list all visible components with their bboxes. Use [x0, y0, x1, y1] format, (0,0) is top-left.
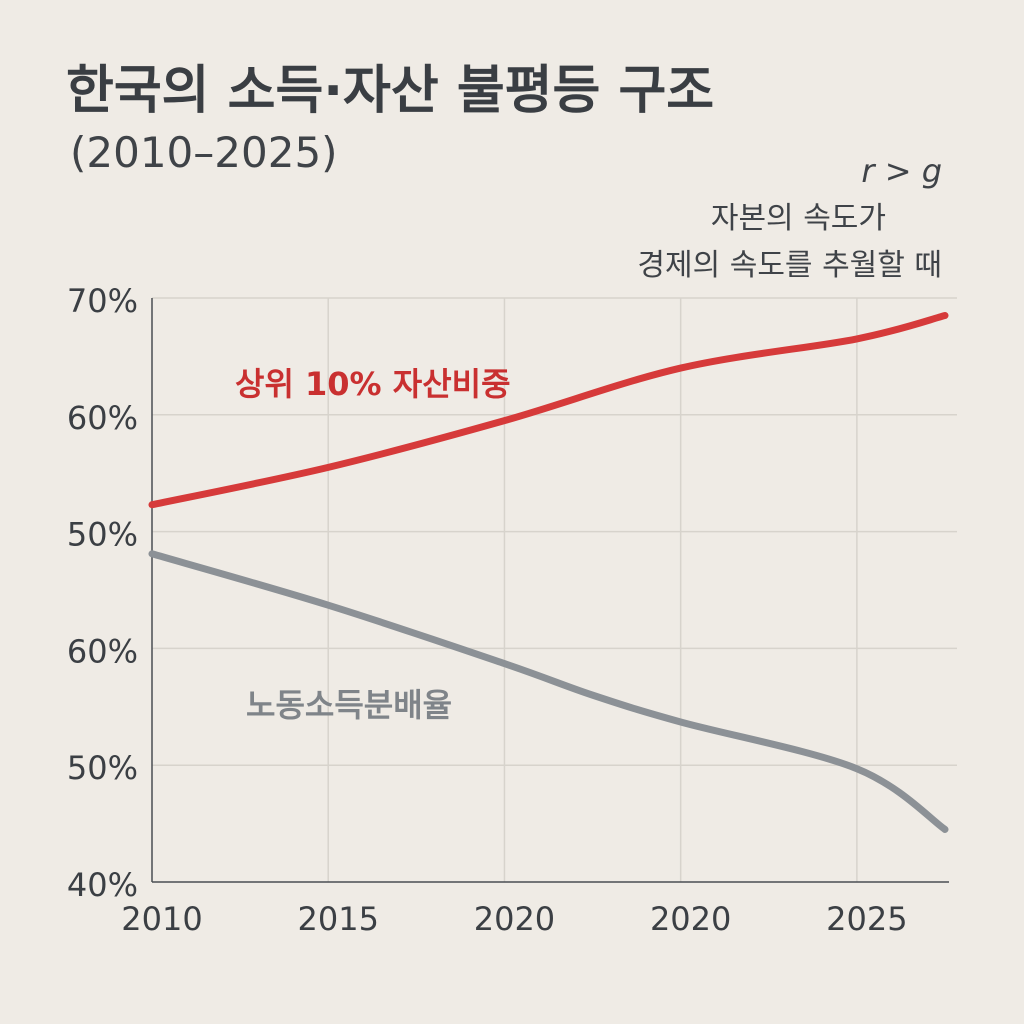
y-tick-label-4: 50%: [67, 749, 138, 787]
y-tick-label-0: 70%: [67, 282, 138, 320]
formula-annotation: r > g: [861, 152, 942, 190]
gridlines: [152, 297, 957, 882]
series-lines: [148, 312, 949, 833]
x-tick-label-3: 2020: [650, 900, 731, 938]
annotation-line-1: 자본의 속도가: [710, 201, 886, 236]
y-tick-label-5: 40%: [67, 866, 138, 904]
series-line-0: [148, 312, 949, 509]
chart-subtitle: (2010–2025): [70, 128, 338, 177]
y-tick-label-2: 50%: [67, 516, 138, 554]
y-tick-label-1: 60%: [67, 399, 138, 437]
y-axis-tick-labels: 70% 60% 50% 60% 50% 40%: [67, 282, 138, 904]
series-label-0: 상위 10% 자산비중: [235, 365, 511, 403]
x-tick-label-2: 2020: [474, 900, 555, 938]
series-label-1: 노동소득분배율: [246, 686, 452, 724]
x-tick-label-0: 2010: [121, 900, 202, 938]
y-tick-label-3: 60%: [67, 632, 138, 670]
annotation-line-2: 경제의 속도를 추월할 때: [637, 248, 942, 283]
x-tick-label-4: 2025: [826, 900, 907, 938]
x-axis-tick-labels: 2010 2015 2020 2020 2025: [121, 900, 907, 938]
chart-title: 한국의 소득·자산 불평등 구조: [66, 61, 715, 121]
series-line-1: [148, 550, 949, 833]
x-tick-label-1: 2015: [298, 900, 379, 938]
axes: [151, 298, 949, 883]
